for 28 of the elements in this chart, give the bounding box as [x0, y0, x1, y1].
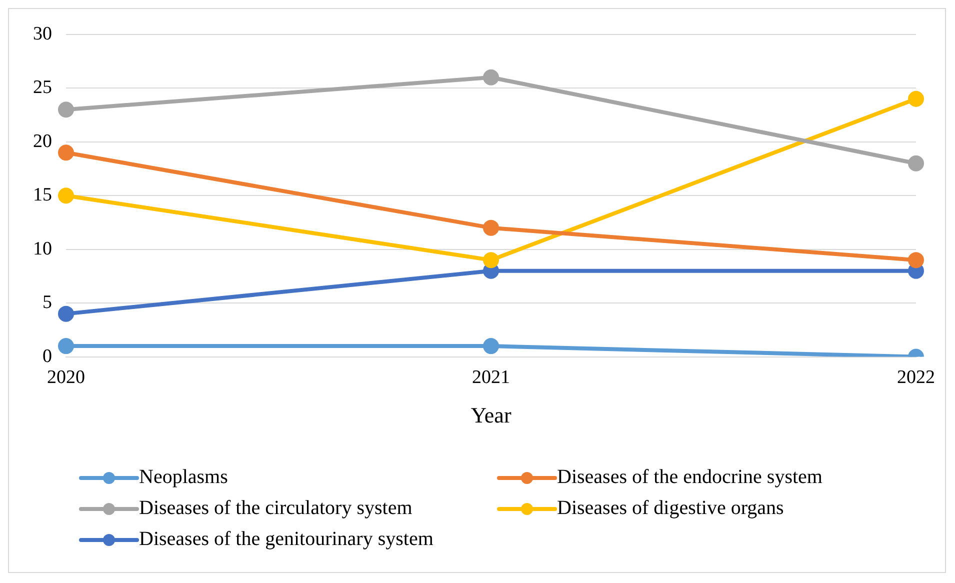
legend-label: Diseases of the circulatory system: [139, 497, 412, 520]
legend-label: Diseases of digestive organs: [557, 497, 784, 520]
y-tick-label: 5: [42, 292, 52, 314]
x-tick-label: 2022: [897, 367, 935, 388]
point: [58, 188, 74, 204]
x-tick-label: 2021: [472, 367, 510, 388]
y-tick-label: 0: [42, 346, 52, 367]
x-tick-label: 2020: [47, 367, 85, 388]
y-tick-label: 10: [33, 238, 52, 260]
point: [58, 102, 74, 118]
point: [58, 306, 74, 322]
x-axis-title: Year: [470, 402, 512, 428]
point: [58, 338, 74, 354]
legend-label: Diseases of the endocrine system: [557, 466, 822, 489]
legend-label: Neoplasms: [139, 466, 228, 489]
point: [908, 155, 924, 172]
y-tick-label: 15: [33, 184, 52, 206]
point: [483, 69, 499, 86]
point: [58, 144, 74, 161]
legend-label: Diseases of the genitourinary system: [139, 528, 434, 551]
y-tick-label: 20: [33, 130, 52, 152]
y-tick-label: 25: [33, 77, 52, 98]
y-tick-label: 30: [33, 23, 52, 44]
point: [908, 90, 924, 107]
point: [483, 252, 499, 268]
point: [483, 338, 499, 354]
point: [483, 220, 499, 236]
point: [908, 252, 924, 268]
